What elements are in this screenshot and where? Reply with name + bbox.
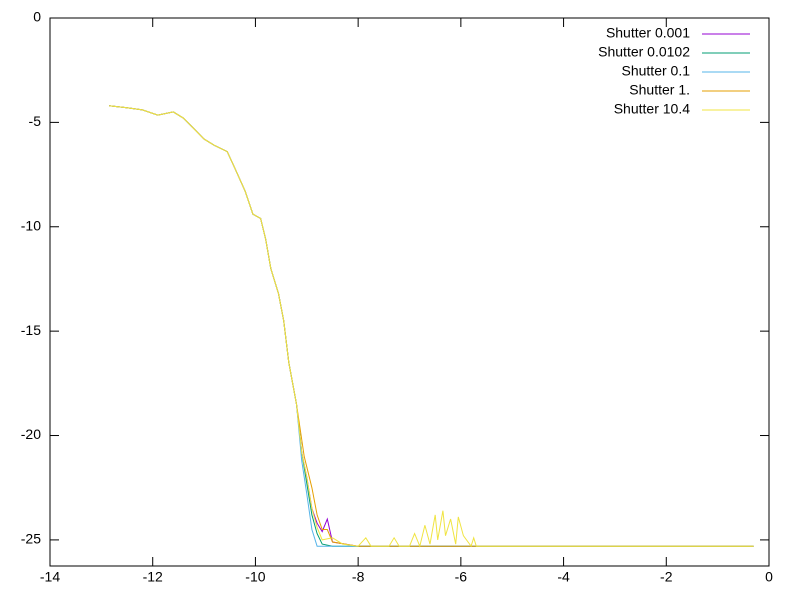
series-line bbox=[109, 105, 754, 547]
x-tick-label: -14 bbox=[40, 569, 60, 585]
y-tick-label: -5 bbox=[29, 113, 42, 129]
x-tick-label: -4 bbox=[557, 569, 570, 585]
x-tick-label: -8 bbox=[352, 569, 365, 585]
x-tick-label: -6 bbox=[455, 569, 468, 585]
series-line bbox=[109, 105, 754, 548]
x-tick-label: -12 bbox=[143, 569, 163, 585]
x-tick-label: -2 bbox=[660, 569, 673, 585]
x-tick-label: 0 bbox=[765, 569, 773, 585]
legend-label: Shutter 0.001 bbox=[606, 25, 690, 41]
y-tick-label: -15 bbox=[21, 322, 41, 338]
series-line bbox=[109, 105, 754, 547]
legend-label: Shutter 1. bbox=[629, 82, 690, 98]
x-tick-label: -10 bbox=[245, 569, 265, 585]
legend-label: Shutter 10.4 bbox=[614, 101, 690, 117]
series-line bbox=[109, 105, 754, 547]
legend-label: Shutter 0.0102 bbox=[598, 44, 690, 60]
series-line bbox=[109, 105, 754, 547]
y-tick-label: -20 bbox=[21, 426, 41, 442]
y-tick-label: 0 bbox=[33, 9, 41, 25]
y-tick-label: -25 bbox=[21, 531, 41, 547]
legend-label: Shutter 0.1 bbox=[622, 63, 691, 79]
y-tick-label: -10 bbox=[21, 217, 41, 233]
plot-border bbox=[49, 17, 770, 567]
